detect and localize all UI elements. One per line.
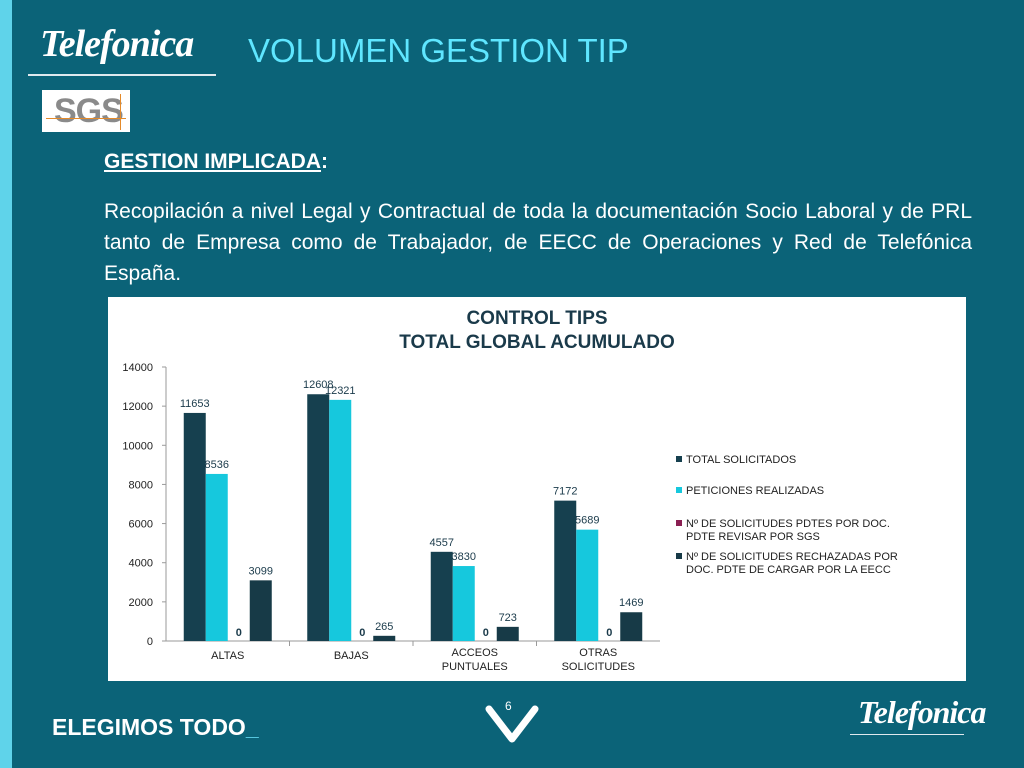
bar-1-1: [329, 399, 352, 641]
data-label: 5689: [575, 515, 599, 527]
data-label: 265: [375, 621, 393, 633]
chevron-down-icon: [485, 705, 539, 743]
y-tick-label: 8000: [129, 479, 153, 491]
legend-label: Nº DE SOLICITUDES RECHAZADAS POR: [686, 551, 898, 563]
section-body: Recopilación a nivel Legal y Contractual…: [104, 200, 972, 285]
data-label: 0: [359, 627, 365, 639]
bar-0-2: [430, 551, 453, 641]
x-tick-label: OTRAS: [579, 647, 617, 659]
x-tick-label: SOLICITUDES: [562, 661, 635, 673]
y-tick-label: 0: [147, 636, 153, 648]
data-label: 8536: [205, 459, 229, 471]
chart-panel: CONTROL TIPS TOTAL GLOBAL ACUMULADO 0 2000 4…: [108, 297, 966, 681]
y-tick-label: 4000: [129, 558, 153, 570]
section-label: GESTION IMPLICADA:: [104, 150, 328, 174]
footer-slogan: ELEGIMOS TODO_: [52, 714, 259, 741]
bar-1-3: [576, 529, 599, 641]
data-label: 11653: [180, 398, 210, 410]
y-tick-label: 14000: [122, 362, 153, 374]
data-label: 0: [483, 627, 489, 639]
bar-0-3: [554, 500, 577, 641]
y-tick-label: 10000: [122, 440, 153, 452]
chart-subtitle: TOTAL GLOBAL ACUMULADO: [399, 332, 674, 353]
section-label-text: GESTION IMPLICADA: [104, 150, 322, 173]
legend-label: DOC. PDTE DE CARGAR POR LA EECC: [686, 564, 891, 576]
page-title: VOLUMEN GESTION TIP: [248, 32, 629, 69]
page-number: 6: [505, 699, 512, 713]
data-label: 4557: [430, 537, 454, 549]
y-tick-label: 2000: [129, 597, 153, 609]
bar-3-3: [620, 612, 643, 641]
x-tick-label: ALTAS: [211, 650, 244, 662]
legend-label: PETICIONES REALIZADAS: [686, 485, 824, 497]
logo-bottom-underline: [850, 734, 964, 735]
y-tick-label: 6000: [129, 519, 153, 531]
legend-swatch: [676, 520, 682, 526]
section-label-suffix: :: [321, 150, 329, 173]
data-label: 723: [499, 612, 517, 624]
data-label: 12608: [303, 379, 334, 391]
data-label: 3830: [452, 551, 476, 563]
data-label: 1469: [619, 597, 643, 609]
bar-0-1: [307, 394, 330, 641]
y-tick-label: 12000: [122, 401, 153, 413]
data-label: 7172: [553, 486, 577, 498]
bar-3-1: [373, 635, 396, 641]
footer-slogan-suffix: _: [245, 714, 259, 740]
bar-3-0: [249, 580, 272, 641]
bar-1-2: [452, 566, 475, 641]
data-label: 0: [606, 627, 612, 639]
sgs-logo-text: SGS: [54, 92, 124, 130]
sgs-logo-vline: [120, 94, 121, 130]
logo-underline: [28, 74, 216, 76]
legend-swatch: [676, 456, 682, 462]
bar-chart: CONTROL TIPS TOTAL GLOBAL ACUMULADO 0 2000 4…: [122, 308, 898, 673]
telefonica-logo: Telefonica: [40, 23, 194, 65]
x-tick-label: BAJAS: [334, 650, 369, 662]
bar-3-2: [496, 626, 519, 641]
sgs-logo: SGS: [42, 90, 130, 132]
bar-0-0: [183, 412, 206, 641]
bar-1-0: [205, 473, 228, 641]
legend-label: Nº DE SOLICITUDES PDTES POR DOC.: [686, 518, 890, 530]
legend-label: PDTE REVISAR POR SGS: [686, 531, 820, 543]
data-label: 12321: [325, 385, 356, 397]
legend-swatch: [676, 553, 682, 559]
data-label: 0: [236, 627, 242, 639]
telefonica-logo-bottom: Telefonica: [858, 694, 986, 730]
data-label: 3099: [249, 565, 273, 577]
left-accent-bar: [0, 0, 12, 768]
sgs-logo-hline: [46, 118, 126, 119]
footer-slogan-text: ELEGIMOS TODO: [52, 714, 246, 740]
x-tick-label: ACCEOS: [452, 647, 498, 659]
chart-title: CONTROL TIPS: [466, 308, 607, 329]
legend-swatch: [676, 487, 682, 493]
legend-label: TOTAL SOLICITADOS: [686, 454, 796, 466]
x-tick-label: PUNTUALES: [442, 661, 508, 673]
